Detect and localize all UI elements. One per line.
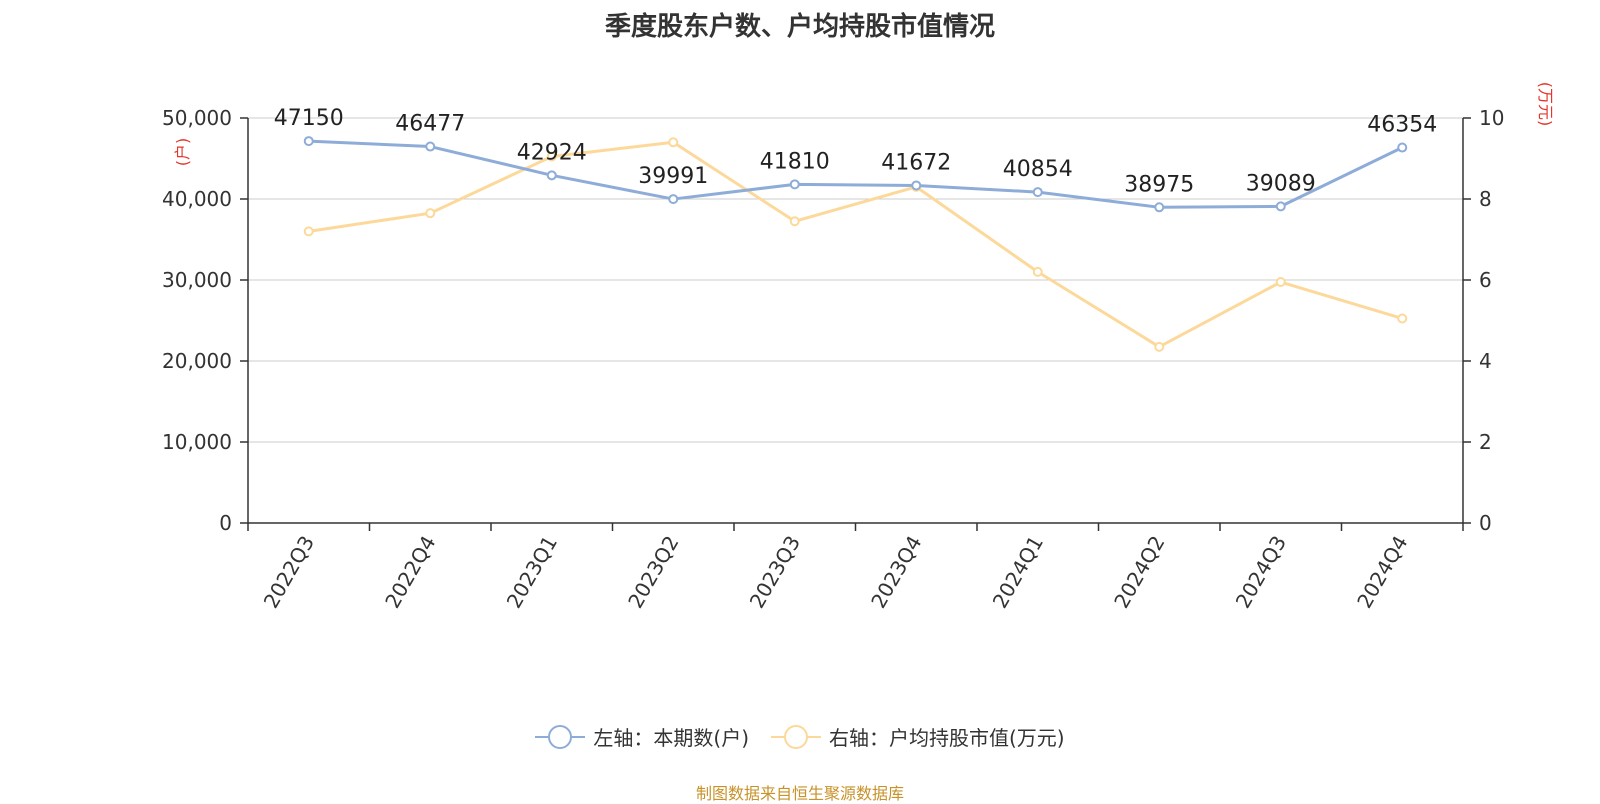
data-label: 42924 — [517, 140, 587, 165]
x-axis-label: 2024Q1 — [988, 532, 1048, 613]
left-axis-tick-label: 30,000 — [162, 268, 232, 292]
data-labels: 47150 46477 42924 39991 41810 41672 40854 38975… — [274, 106, 1438, 197]
right-axis-tick-label: 0 — [1479, 511, 1492, 535]
point-avg-value — [425, 208, 436, 219]
point-households — [1275, 201, 1286, 212]
point-households — [303, 136, 314, 147]
axes: 0 0 10,000 2 20,000 4 30,000 6 40,000 8 50,000 10 20… — [162, 82, 1555, 612]
point-avg-value — [303, 226, 314, 237]
x-axis-label: 2024Q4 — [1352, 532, 1412, 613]
legend-item-households[interactable]: 左轴：本期数(户) — [535, 722, 749, 751]
left-axis-tick-label: 20,000 — [162, 349, 232, 373]
data-label: 46477 — [395, 112, 465, 137]
x-axis-label: 2023Q2 — [623, 532, 683, 613]
left-axis-unit: (户) — [173, 138, 192, 167]
right-axis-tick-label: 6 — [1479, 268, 1492, 292]
data-label: 41810 — [760, 149, 830, 174]
x-axis-label: 2023Q3 — [745, 532, 805, 613]
point-households — [911, 180, 922, 191]
point-avg-value — [546, 151, 557, 162]
source-note: 制图数据来自恒生聚源数据库 — [695, 784, 904, 803]
point-households — [546, 170, 557, 181]
data-label: 46354 — [1367, 113, 1437, 138]
gridlines — [248, 117, 1463, 443]
point-avg-value — [1275, 277, 1286, 288]
legend: 左轴：本期数(户) 右轴：户均持股市值(万元) — [0, 722, 1600, 751]
legend-swatch-avg-value — [771, 724, 821, 750]
point-households — [1154, 202, 1165, 213]
point-avg-value — [1032, 266, 1043, 277]
x-axis-label: 2022Q4 — [380, 532, 440, 613]
data-label: 41672 — [881, 150, 951, 175]
series — [303, 136, 1408, 352]
left-axis-tick-label: 50,000 — [162, 106, 232, 130]
point-households — [1032, 187, 1043, 198]
right-axis-tick-label: 8 — [1479, 187, 1492, 211]
point-households — [425, 141, 436, 152]
point-avg-value — [668, 137, 679, 148]
right-axis-tick-label: 10 — [1479, 106, 1504, 130]
legend-label-households: 左轴：本期数(户) — [593, 726, 749, 750]
left-axis-tick-label: 40,000 — [162, 187, 232, 211]
x-axis-label: 2022Q3 — [259, 532, 319, 613]
legend-swatch-households — [535, 724, 586, 750]
data-label: 39089 — [1246, 171, 1316, 196]
x-axis-label: 2024Q2 — [1109, 532, 1169, 613]
right-axis-tick-label: 2 — [1479, 430, 1492, 454]
data-label: 40854 — [1003, 157, 1073, 182]
series-line-households — [308, 139, 1403, 209]
legend-item-avg-value[interactable]: 右轴：户均持股市值(万元) — [771, 722, 1065, 751]
point-avg-value — [789, 216, 800, 227]
x-axis-label: 2023Q1 — [502, 532, 562, 613]
chart-title: 季度股东户数、户均持股市值情况 — [604, 12, 995, 42]
series-line-avg-value — [308, 140, 1403, 349]
left-axis-tick-label: 10,000 — [162, 430, 232, 454]
data-label: 38975 — [1124, 172, 1194, 197]
point-households — [668, 194, 679, 205]
x-axis-label: 2023Q4 — [866, 532, 926, 613]
data-label: 39991 — [638, 164, 708, 189]
right-axis-unit: (万元) — [1536, 82, 1555, 127]
point-households — [1397, 142, 1408, 153]
data-label: 47150 — [274, 106, 344, 131]
x-axis-label: 2024Q3 — [1231, 532, 1291, 613]
right-axis-tick-label: 4 — [1479, 349, 1492, 373]
point-avg-value — [1397, 313, 1408, 324]
point-households — [789, 179, 800, 190]
left-axis-tick-label: 0 — [219, 511, 232, 535]
point-avg-value — [1154, 341, 1165, 352]
legend-label-avg-value: 右轴：户均持股市值(万元) — [829, 726, 1065, 750]
